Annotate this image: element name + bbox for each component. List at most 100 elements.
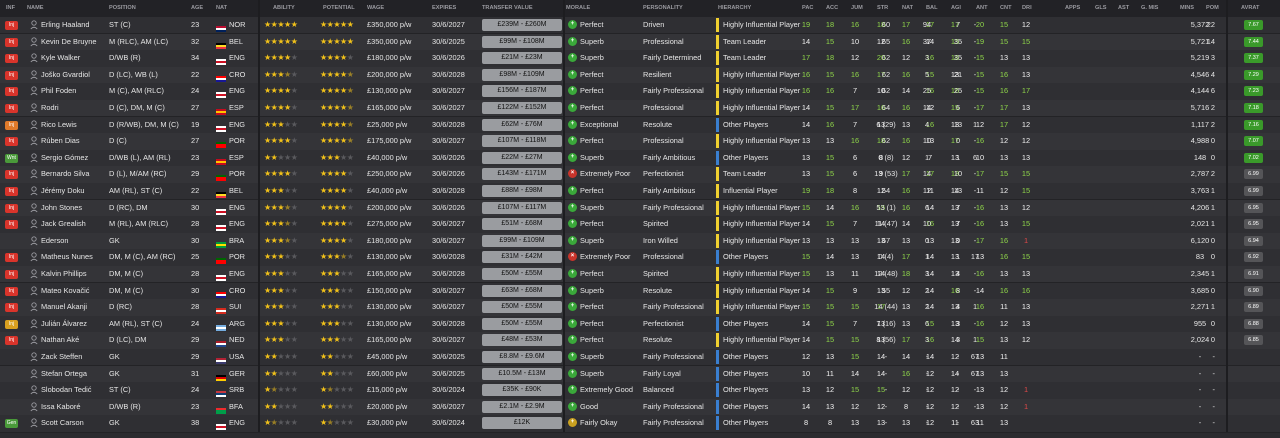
transfer-value-badge[interactable]: £143M - £171M <box>482 168 562 181</box>
column-header-cnt[interactable]: CNT <box>1000 5 1012 11</box>
transfer-value-badge[interactable]: £63M - £68M <box>482 284 562 297</box>
player-name[interactable]: Julián Álvarez <box>41 318 88 328</box>
table-row[interactable]: Inj Rodri D (C), DM, M (C) 27 ESP ★★★★★ ★★★★★ £… <box>0 100 1280 118</box>
player-name[interactable]: Phil Foden <box>41 86 77 96</box>
column-header-agi[interactable]: AGI <box>951 5 961 11</box>
column-header-mins[interactable]: MINS <box>1180 5 1194 11</box>
transfer-value-badge[interactable]: £62M - £76M <box>482 118 562 131</box>
column-header-transfer-value[interactable]: TRANSFER VALUE <box>482 5 533 11</box>
player-name[interactable]: Jérémy Doku <box>41 186 85 195</box>
transfer-value-badge[interactable]: £50M - £55M <box>482 317 562 330</box>
player-name[interactable]: Mateo Kovačić <box>41 285 90 295</box>
column-header-g-mis[interactable]: G. MIS <box>1141 5 1159 11</box>
player-name[interactable]: Slobodan Tedić <box>41 385 92 395</box>
column-header-dri[interactable]: DRI <box>1022 5 1032 11</box>
column-header-hierarchy[interactable]: HIERARCHY <box>718 5 752 11</box>
column-header-personality[interactable]: PERSONALITY <box>643 5 683 11</box>
table-row[interactable]: Inj Kyle Walker D/WB (R) 34 ENG ★★★★★ ★★★★★ £18… <box>0 50 1280 68</box>
transfer-value-badge[interactable]: £10.5M - £13M <box>482 367 562 380</box>
player-name[interactable]: Rodri <box>41 103 59 112</box>
column-header-nat[interactable]: NAT <box>902 5 914 11</box>
column-header-wage[interactable]: WAGE <box>367 5 385 11</box>
transfer-value-badge[interactable]: £107M - £117M <box>482 201 562 214</box>
table-row[interactable]: Zack Steffen GK 29 USA ★★★★★ ★★★★★ £45,000 p/w… <box>0 349 1280 367</box>
column-header-position[interactable]: POSITION <box>109 5 136 11</box>
table-row[interactable]: Inj Erling Haaland ST (C) 23 NOR ★★★★★ ★★★★★ £3… <box>0 17 1280 35</box>
column-header-inf[interactable]: INF <box>6 5 16 11</box>
transfer-value-badge[interactable]: £122M - £152M <box>482 102 562 114</box>
table-row[interactable]: Inj Manuel Akanji D (RC) 28 SUI ★★★★★ ★★★★★ £13… <box>0 299 1280 317</box>
column-header-pom[interactable]: POM <box>1206 5 1219 11</box>
transfer-value-badge[interactable]: £51M - £68M <box>482 218 562 231</box>
column-header-ant[interactable]: ANT <box>976 5 988 11</box>
player-name[interactable]: Zack Steffen <box>41 352 83 361</box>
table-row[interactable]: Inj Mateo Kovačić DM, M (C) 30 CRO ★★★★★ ★★★★★… <box>0 282 1280 300</box>
player-name[interactable]: Stefan Ortega <box>41 368 88 378</box>
column-header-apps[interactable]: APPS <box>1065 5 1081 11</box>
player-name[interactable]: John Stones <box>41 202 83 212</box>
table-row[interactable]: Inj Julián Álvarez AM (RL), ST (C) 24 ARG ★★★… <box>0 315 1280 334</box>
table-row[interactable]: Inj Joško Gvardiol D (LC), WB (L) 22 CRO ★★★★… <box>0 66 1280 85</box>
player-name[interactable]: Matheus Nunes <box>41 252 93 262</box>
column-header-potential[interactable]: POTENTIAL <box>323 5 355 11</box>
table-row[interactable]: Inj Kevin De Bruyne M (RLC), AM (LC) 32 BEL ★… <box>0 33 1280 51</box>
column-header-name[interactable]: NAME <box>27 5 44 11</box>
table-row[interactable]: Wnt Sergio Gómez D/WB (L), AM (RL) 23 ESP ★★★… <box>0 149 1280 168</box>
table-row[interactable]: Inj Bernardo Silva D (L), M/AM (RC) 29 POR ★★… <box>0 166 1280 184</box>
column-header-jum[interactable]: JUM <box>851 5 863 11</box>
table-row[interactable]: Issa Kaboré D/WB (R) 23 BFA ★★★★★ ★★★★★ £20,00… <box>0 398 1280 417</box>
transfer-value-badge[interactable]: £156M - £187M <box>482 85 562 98</box>
column-header-ability[interactable]: ABILITY <box>273 5 295 11</box>
column-header-avrat[interactable]: AVRAT <box>1241 5 1260 11</box>
column-header-gls[interactable]: GLS <box>1095 5 1107 11</box>
transfer-value-badge[interactable]: £31M - £42M <box>482 251 562 264</box>
player-name[interactable]: Rico Lewis <box>41 119 77 129</box>
transfer-value-badge[interactable]: £48M - £53M <box>482 334 562 347</box>
table-row[interactable]: Inj Jérémy Doku AM (RL), ST (C) 22 BEL ★★★★★ ★… <box>0 183 1280 201</box>
column-header-nat[interactable]: NAT <box>216 5 228 11</box>
player-name[interactable]: Issa Kaboré <box>41 401 81 411</box>
player-name[interactable]: Scott Carson <box>41 418 84 428</box>
table-row[interactable]: Inj Matheus Nunes DM, M (C), AM (RC) 25 POR ★… <box>0 249 1280 267</box>
transfer-value-badge[interactable]: £239M - £260M <box>482 19 562 31</box>
player-name[interactable]: Erling Haaland <box>41 20 90 29</box>
player-name[interactable]: Bernardo Silva <box>41 169 90 179</box>
table-row[interactable]: Gen Scott Carson GK 38 ENG ★★★★★ ★★★★★ £30,000 … <box>0 415 1280 433</box>
transfer-value-badge[interactable]: £88M - £98M <box>482 185 562 197</box>
transfer-value-badge[interactable]: £50M - £55M <box>482 268 562 280</box>
column-header-ast[interactable]: AST <box>1118 5 1130 11</box>
transfer-value-badge[interactable]: £99M - £108M <box>482 35 562 48</box>
player-name[interactable]: Jack Grealish <box>41 219 86 229</box>
transfer-value-badge[interactable]: £21M - £23M <box>482 52 562 65</box>
player-name[interactable]: Sergio Gómez <box>41 152 89 162</box>
transfer-value-badge[interactable]: £2.1M - £2.9M <box>482 400 562 413</box>
transfer-value-badge[interactable]: £8.8M - £9.6M <box>482 351 562 363</box>
table-row[interactable]: Inj John Stones D (RC), DM 30 ENG ★★★★★ ★★★★★ £… <box>0 199 1280 217</box>
table-row[interactable]: Inj Nathan Aké D (LC), DM 29 NED ★★★★★ ★★★★★ £1… <box>0 332 1280 350</box>
column-header-age[interactable]: AGE <box>191 5 204 11</box>
table-row[interactable]: Inj Rúben Dias D (C) 27 POR ★★★★★ ★★★★★ £175,00… <box>0 133 1280 151</box>
table-row[interactable]: Stefan Ortega GK 31 GER ★★★★★ ★★★★★ £60,000 p/… <box>0 365 1280 383</box>
player-name[interactable]: Rúben Dias <box>41 136 80 146</box>
transfer-value-badge[interactable]: £98M - £109M <box>482 68 562 81</box>
player-name[interactable]: Manuel Akanji <box>41 302 88 312</box>
player-name[interactable]: Joško Gvardiol <box>41 69 90 79</box>
table-row[interactable]: Ederson GK 30 BRA ★★★★★ ★★★★★ £180,000 p/w 30/6… <box>0 232 1280 251</box>
column-header-expires[interactable]: EXPIRES <box>432 5 457 11</box>
player-name[interactable]: Ederson <box>41 235 69 245</box>
table-row[interactable]: Slobodan Tedić ST (C) 24 SRB ★★★★★ ★★★★★ £15,0… <box>0 382 1280 400</box>
player-name[interactable]: Kyle Walker <box>41 53 81 63</box>
player-name[interactable]: Kevin De Bruyne <box>41 36 97 46</box>
transfer-value-badge[interactable]: £12K <box>482 417 562 430</box>
transfer-value-badge[interactable]: £35K - £90K <box>482 384 562 397</box>
column-header-acc[interactable]: ACC <box>826 5 839 11</box>
table-row[interactable]: Inj Jack Grealish M (RL), AM (RLC) 28 ENG ★★★… <box>0 216 1280 234</box>
table-row[interactable]: Inj Kalvin Phillips DM, M (C) 28 ENG ★★★★★ ★★★… <box>0 266 1280 284</box>
transfer-value-badge[interactable]: £99M - £109M <box>482 234 562 247</box>
transfer-value-badge[interactable]: £22M - £27M <box>482 151 562 164</box>
player-name[interactable]: Nathan Aké <box>41 335 80 345</box>
table-row[interactable]: Inj Phil Foden M (C), AM (RLC) 24 ENG ★★★★★ ★★… <box>0 83 1280 101</box>
column-header-bal[interactable]: BAL <box>926 5 938 11</box>
player-name[interactable]: Kalvin Phillips <box>41 269 87 278</box>
transfer-value-badge[interactable]: £50M - £55M <box>482 301 562 314</box>
